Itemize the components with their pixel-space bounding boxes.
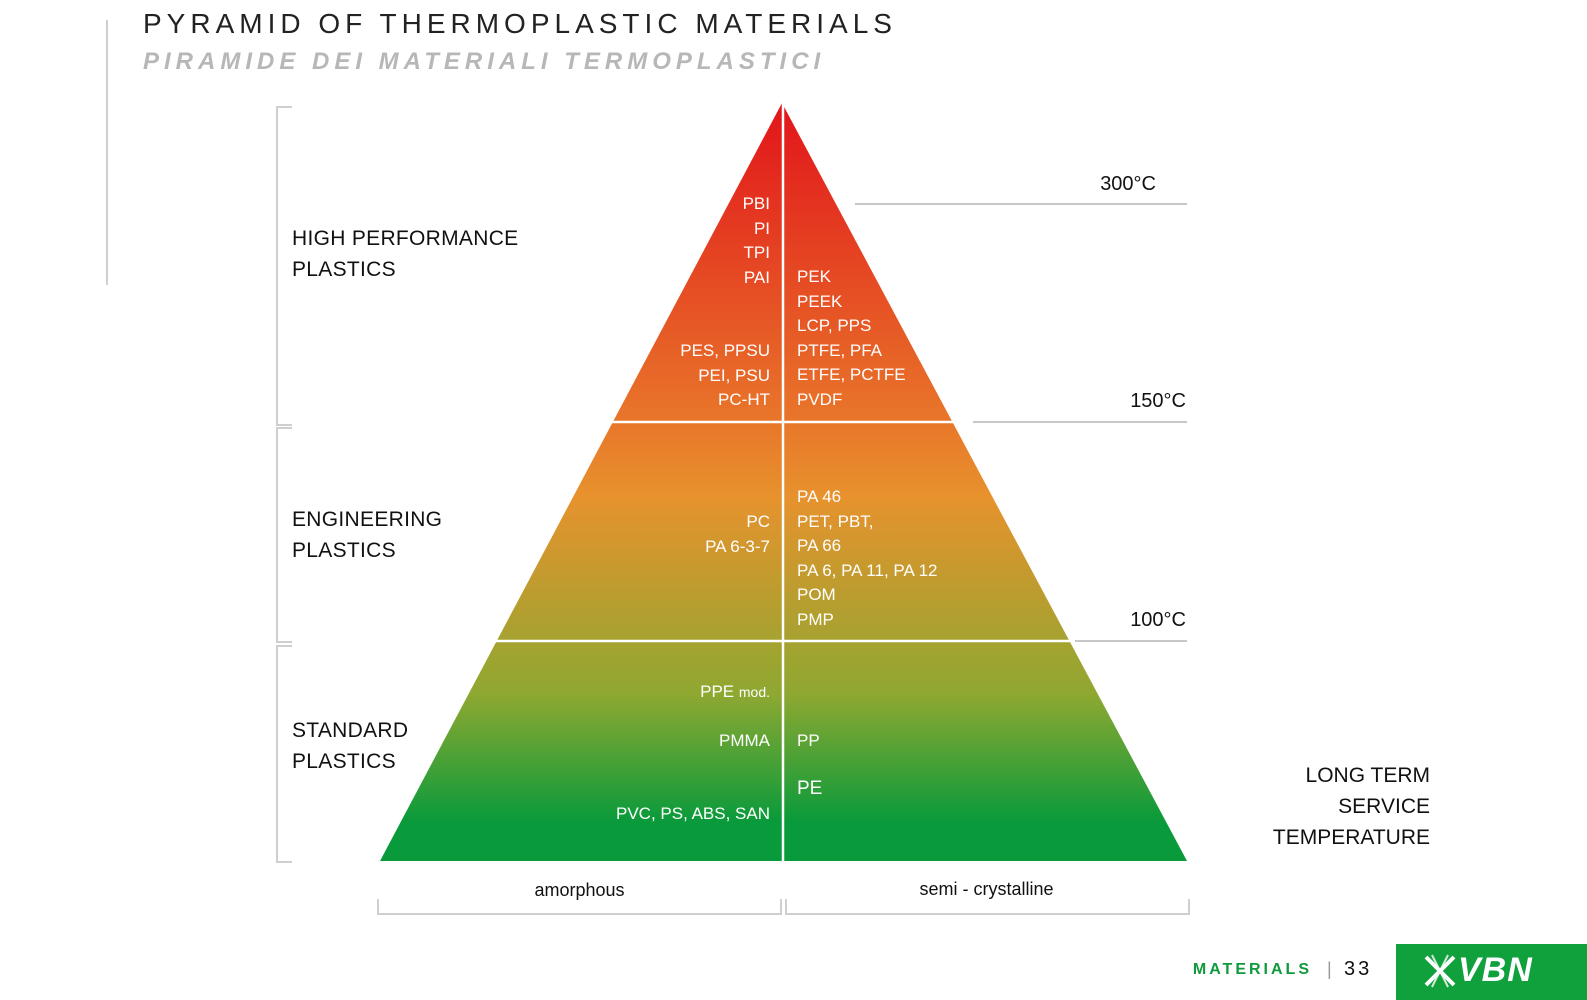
vbn-logo-icon bbox=[1424, 954, 1456, 988]
material-label: PMP bbox=[797, 609, 834, 629]
eng-semicrystalline-list: PA 46 PET, PBT, PA 66 PA 6, PA 11, PA 12… bbox=[797, 485, 938, 632]
category-label-line: PLASTICS bbox=[292, 539, 396, 562]
bracket-engineering bbox=[276, 427, 292, 643]
footer-separator: | bbox=[1327, 959, 1332, 979]
material-label: PA 46 bbox=[797, 487, 842, 506]
material-label: PES, PPSU bbox=[680, 341, 770, 360]
high-semicrystalline-list: PEK PEEK LCP, PPS PTFE, PFA ETFE, PCTFE … bbox=[797, 265, 906, 412]
material-label: PBI bbox=[742, 194, 770, 213]
header-accent-line bbox=[106, 20, 108, 285]
base-bracket-semicrystalline bbox=[785, 899, 1190, 915]
material-label: TPI bbox=[743, 243, 770, 262]
category-label-line: STANDARD bbox=[292, 719, 409, 742]
material-label: PEI, PSU bbox=[698, 365, 770, 385]
footer-section-label: MATERIALS bbox=[1192, 961, 1312, 978]
material-label: PP bbox=[797, 731, 820, 750]
material-label: PEEK bbox=[797, 291, 843, 311]
temp-label-300: 300°C bbox=[1100, 173, 1156, 195]
category-engineering: ENGINEERING PLASTICS bbox=[292, 504, 442, 566]
material-label: POM bbox=[797, 585, 836, 604]
material-label: PA 66 bbox=[797, 536, 842, 555]
material-label: PC-HT bbox=[718, 390, 770, 409]
high-amorphous-bottom-list: PES, PPSU PEI, PSU PC-HT bbox=[680, 339, 770, 413]
category-label-line: ENGINEERING bbox=[292, 508, 443, 531]
category-standard: STANDARD PLASTICS bbox=[292, 715, 408, 777]
category-label-line: PLASTICS bbox=[292, 750, 396, 773]
category-high-performance: HIGH PERFORMANCE PLASTICS bbox=[292, 223, 518, 285]
vbn-logo: VBN bbox=[1396, 944, 1587, 1000]
material-label: PE bbox=[797, 778, 823, 799]
temp-label-100: 100°C bbox=[1130, 609, 1186, 631]
base-label-semicrystalline: semi - crystalline bbox=[919, 879, 1054, 899]
std-ppe-label: PPE mod. bbox=[700, 680, 770, 705]
bracket-high-performance bbox=[276, 106, 292, 426]
bracket-standard bbox=[276, 645, 292, 863]
base-label-amorphous: amorphous bbox=[534, 880, 625, 900]
std-pvc-label: PVC, PS, ABS, SAN bbox=[616, 802, 770, 827]
material-label: PA 6, PA 11, PA 12 bbox=[797, 560, 938, 580]
temp-label-150: 150°C bbox=[1130, 390, 1186, 412]
material-label: PAI bbox=[743, 267, 770, 287]
material-label: PMMA bbox=[719, 731, 770, 750]
vbn-logo-text: VBN bbox=[1458, 951, 1533, 989]
page-title: PYRAMID OF THERMOPLASTIC MATERIALS bbox=[143, 8, 897, 39]
material-label: PC bbox=[746, 512, 770, 531]
material-label: PTFE, PFA bbox=[797, 340, 883, 360]
lts-line: SERVICE bbox=[1338, 795, 1430, 818]
page-number: 33 bbox=[1344, 958, 1373, 980]
material-label: LCP, PPS bbox=[797, 316, 872, 335]
high-amorphous-top-list: PBI PI TPI PAI bbox=[743, 192, 770, 290]
material-label: PA 6-3-7 bbox=[705, 536, 770, 556]
base-bracket-amorphous bbox=[377, 899, 782, 915]
std-pe-label: PE bbox=[797, 777, 822, 802]
material-label: PPE bbox=[700, 682, 735, 701]
eng-amorphous-list: PC PA 6-3-7 bbox=[705, 510, 770, 559]
long-term-service-temperature-label: LONG TERM SERVICE TEMPERATURE bbox=[1273, 760, 1430, 853]
material-label: PEK bbox=[797, 267, 832, 286]
material-label: PI bbox=[753, 218, 770, 238]
page-subtitle: PIRAMIDE DEI MATERIALI TERMOPLASTICI bbox=[143, 48, 826, 75]
lts-line: LONG TERM bbox=[1305, 764, 1430, 787]
material-suffix: mod. bbox=[738, 684, 770, 700]
std-pmma-label: PMMA bbox=[719, 729, 770, 754]
material-label: PVC, PS, ABS, SAN bbox=[615, 804, 770, 823]
category-label-line: PLASTICS bbox=[292, 258, 396, 281]
material-label: PET, PBT, bbox=[797, 511, 874, 531]
lts-line: TEMPERATURE bbox=[1272, 826, 1430, 849]
material-label: ETFE, PCTFE bbox=[797, 365, 906, 384]
std-pp-label: PP bbox=[797, 729, 820, 754]
material-label: PVDF bbox=[797, 389, 843, 409]
category-label-line: HIGH PERFORMANCE bbox=[292, 227, 519, 250]
